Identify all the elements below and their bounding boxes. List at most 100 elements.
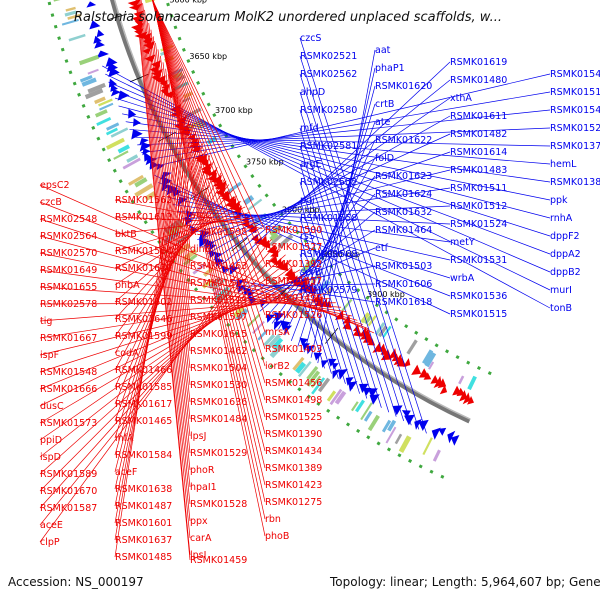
forward-gene-label[interactable]: RSMK01606 <box>375 279 432 290</box>
forward-gene-label[interactable]: RSMK01620 <box>375 81 432 92</box>
feature-block[interactable] <box>428 361 435 370</box>
feature-block[interactable] <box>233 306 245 318</box>
reverse-gene-arrow[interactable] <box>430 374 441 387</box>
feature-block[interactable] <box>65 6 76 12</box>
reverse-gene-label[interactable]: epsC2 <box>40 180 70 191</box>
forward-gene-arrow[interactable] <box>345 377 358 392</box>
forward-gene-arrow[interactable] <box>329 360 339 370</box>
feature-block[interactable] <box>310 375 322 388</box>
feature-block[interactable] <box>227 181 242 194</box>
feature-block[interactable] <box>68 33 86 42</box>
reverse-gene-label[interactable]: ppx <box>190 516 208 527</box>
feature-block[interactable] <box>360 402 373 421</box>
reverse-gene-label[interactable]: RSMK01526 <box>265 310 322 321</box>
feature-block[interactable] <box>310 272 322 284</box>
feature-block[interactable] <box>98 98 113 107</box>
forward-gene-arrow[interactable] <box>130 116 141 127</box>
feature-block[interactable] <box>94 109 108 118</box>
feature-block[interactable] <box>272 337 284 349</box>
reverse-gene-label[interactable]: RSMK01466 <box>115 365 172 376</box>
forward-gene-label[interactable]: dppF2 <box>550 231 580 242</box>
feature-block[interactable] <box>269 233 283 246</box>
reverse-gene-label[interactable]: RSMK01423 <box>265 480 322 491</box>
feature-block[interactable] <box>306 370 321 387</box>
feature-block[interactable] <box>96 117 112 126</box>
forward-gene-label[interactable]: RSMK01523 <box>550 123 600 134</box>
reverse-gene-label[interactable]: ihfA <box>115 433 134 444</box>
forward-gene-arrow[interactable] <box>206 241 217 251</box>
reverse-gene-arrow[interactable] <box>452 385 463 399</box>
feature-block[interactable] <box>422 349 434 365</box>
feature-block[interactable] <box>269 224 283 237</box>
feature-block[interactable] <box>185 107 202 119</box>
forward-gene-label[interactable]: wrbA <box>450 273 475 284</box>
reverse-gene-label[interactable]: RSMK01537 <box>190 312 247 323</box>
reverse-gene-label[interactable]: RSMK01667 <box>40 333 97 344</box>
forward-gene-label[interactable]: RSMK01611 <box>450 111 507 122</box>
forward-gene-arrow[interactable] <box>325 355 337 367</box>
reverse-gene-label[interactable]: RSMK01613 <box>115 212 172 223</box>
reverse-gene-label[interactable]: RSMK01485 <box>115 552 172 563</box>
reverse-gene-label[interactable]: RSMK01562 <box>115 195 172 206</box>
feature-block[interactable] <box>94 96 106 105</box>
forward-gene-label[interactable]: ppk <box>550 195 568 206</box>
forward-gene-label[interactable]: etf <box>375 243 389 254</box>
forward-gene-label[interactable]: RSMK01568 <box>300 249 357 260</box>
forward-gene-arrow[interactable] <box>95 28 105 38</box>
reverse-gene-label[interactable]: RSMK01528 <box>190 499 247 510</box>
reverse-gene-label[interactable]: RSMK01498 <box>265 395 322 406</box>
forward-gene-label[interactable]: pgi <box>300 195 315 206</box>
forward-gene-arrow[interactable] <box>140 146 151 156</box>
reverse-gene-label[interactable]: carA <box>190 533 212 544</box>
reverse-gene-label[interactable]: RSMK01646 <box>115 314 172 325</box>
reverse-gene-label[interactable]: RSMK01615 <box>190 329 247 340</box>
forward-gene-arrow[interactable] <box>140 150 152 162</box>
reverse-gene-arrow[interactable] <box>352 327 365 341</box>
forward-gene-label[interactable]: RSMK02581 <box>300 141 357 152</box>
forward-gene-label[interactable]: RSMK01619 <box>450 57 507 68</box>
reverse-gene-label[interactable]: RSMK01465 <box>115 416 172 427</box>
feature-block[interactable] <box>257 330 268 341</box>
reverse-gene-label[interactable]: RSMK01598 <box>190 227 247 238</box>
reverse-gene-arrow[interactable] <box>467 395 476 407</box>
forward-gene-label[interactable]: RSMK02562 <box>300 69 357 80</box>
reverse-gene-label[interactable]: RSMK01587 <box>40 503 97 514</box>
forward-gene-label[interactable]: RSMK01382 <box>550 177 600 188</box>
forward-gene-label[interactable]: serB <box>300 267 321 278</box>
reverse-gene-label[interactable]: clpP <box>40 537 60 548</box>
forward-gene-label[interactable]: aat <box>375 45 391 56</box>
reverse-gene-label[interactable]: RSMK01434 <box>265 446 322 457</box>
feature-block[interactable] <box>277 234 294 249</box>
forward-gene-label[interactable]: RSMK01371 <box>550 141 600 152</box>
reverse-gene-label[interactable]: RSMK01456 <box>265 378 322 389</box>
reverse-gene-label[interactable]: mrsA <box>265 327 290 338</box>
reverse-gene-label[interactable]: RSMK01599 <box>115 331 172 342</box>
reverse-gene-label[interactable]: lpsJ <box>190 431 206 442</box>
forward-gene-label[interactable]: tonB <box>550 303 572 314</box>
forward-gene-label[interactable]: RSMK01623 <box>375 171 432 182</box>
forward-gene-label[interactable]: phaP1 <box>375 63 405 74</box>
forward-gene-arrow[interactable] <box>299 339 311 351</box>
reverse-gene-label[interactable]: RSMK01504 <box>190 363 247 374</box>
reverse-gene-arrow[interactable] <box>458 390 470 404</box>
forward-gene-label[interactable]: dppA2 <box>550 249 581 260</box>
feature-block[interactable] <box>367 414 380 432</box>
reverse-gene-label[interactable]: RSMK01530 <box>190 380 247 391</box>
feature-block[interactable] <box>246 313 261 328</box>
reverse-gene-label[interactable]: dusC <box>40 401 64 412</box>
feature-block[interactable] <box>247 198 263 211</box>
reverse-gene-label[interactable]: RSMK01487 <box>115 501 172 512</box>
reverse-gene-label[interactable]: RSMK01589 <box>40 469 97 480</box>
feature-block[interactable] <box>406 339 418 355</box>
forward-gene-label[interactable]: RSMK01464 <box>375 225 432 236</box>
feature-block[interactable] <box>110 127 129 138</box>
forward-gene-label[interactable]: mfd <box>300 123 319 134</box>
forward-gene-arrow[interactable] <box>360 384 372 396</box>
reverse-gene-label[interactable]: RSMK01584 <box>115 450 172 461</box>
forward-gene-arrow[interactable] <box>444 428 456 444</box>
reverse-gene-label[interactable]: RSMK01649 <box>40 265 97 276</box>
forward-gene-label[interactable]: RSMK01503 <box>375 261 432 272</box>
feature-block[interactable] <box>134 177 148 188</box>
forward-gene-label[interactable]: RSMK01558 <box>300 213 357 224</box>
forward-gene-label[interactable]: ahpD <box>300 87 325 98</box>
